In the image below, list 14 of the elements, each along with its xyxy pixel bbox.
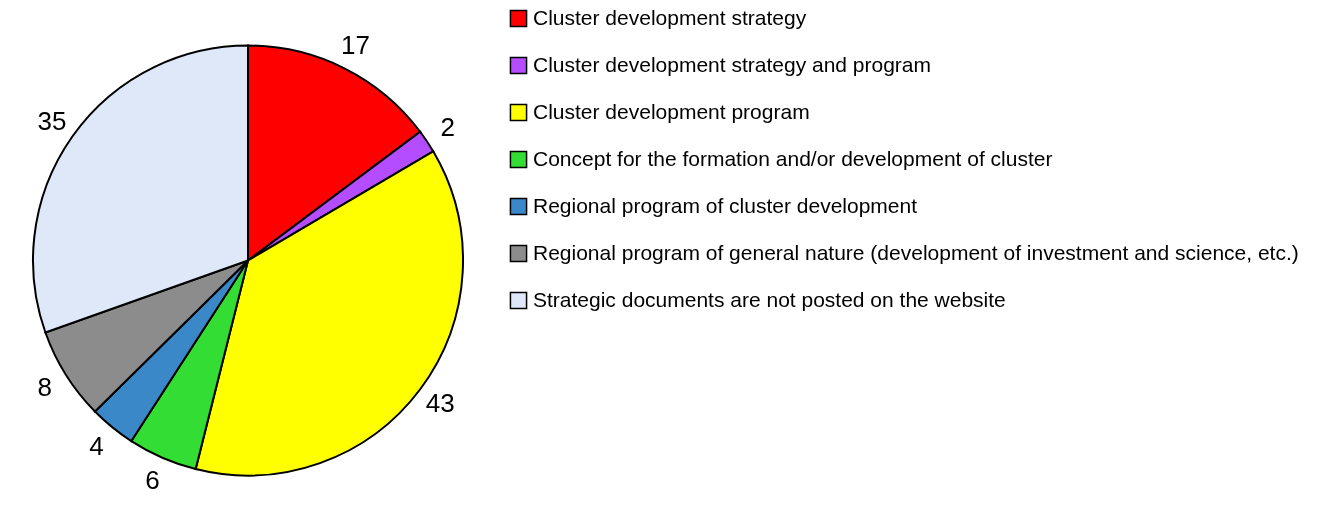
data-label: 2 bbox=[440, 111, 456, 142]
data-label: 35 bbox=[37, 106, 67, 137]
legend-label: Concept for the formation and/or development of cluster bbox=[533, 146, 1053, 170]
legend-label: Cluster development program bbox=[533, 99, 810, 123]
data-label: 6 bbox=[145, 464, 160, 495]
legend-label: Regional program of general nature (development of investment and science, etc.) bbox=[533, 240, 1299, 264]
data-label: 8 bbox=[37, 371, 52, 402]
legend-label: Cluster development strategy and program bbox=[533, 52, 932, 76]
data-label: 4 bbox=[89, 430, 104, 461]
legend-label: Regional program of cluster development bbox=[533, 193, 918, 217]
data-label: 17 bbox=[341, 29, 370, 60]
data-label: 43 bbox=[425, 388, 455, 419]
legend-label: Strategic documents are not posted on the website bbox=[533, 287, 1006, 311]
legend-label: Cluster development strategy bbox=[533, 5, 807, 29]
